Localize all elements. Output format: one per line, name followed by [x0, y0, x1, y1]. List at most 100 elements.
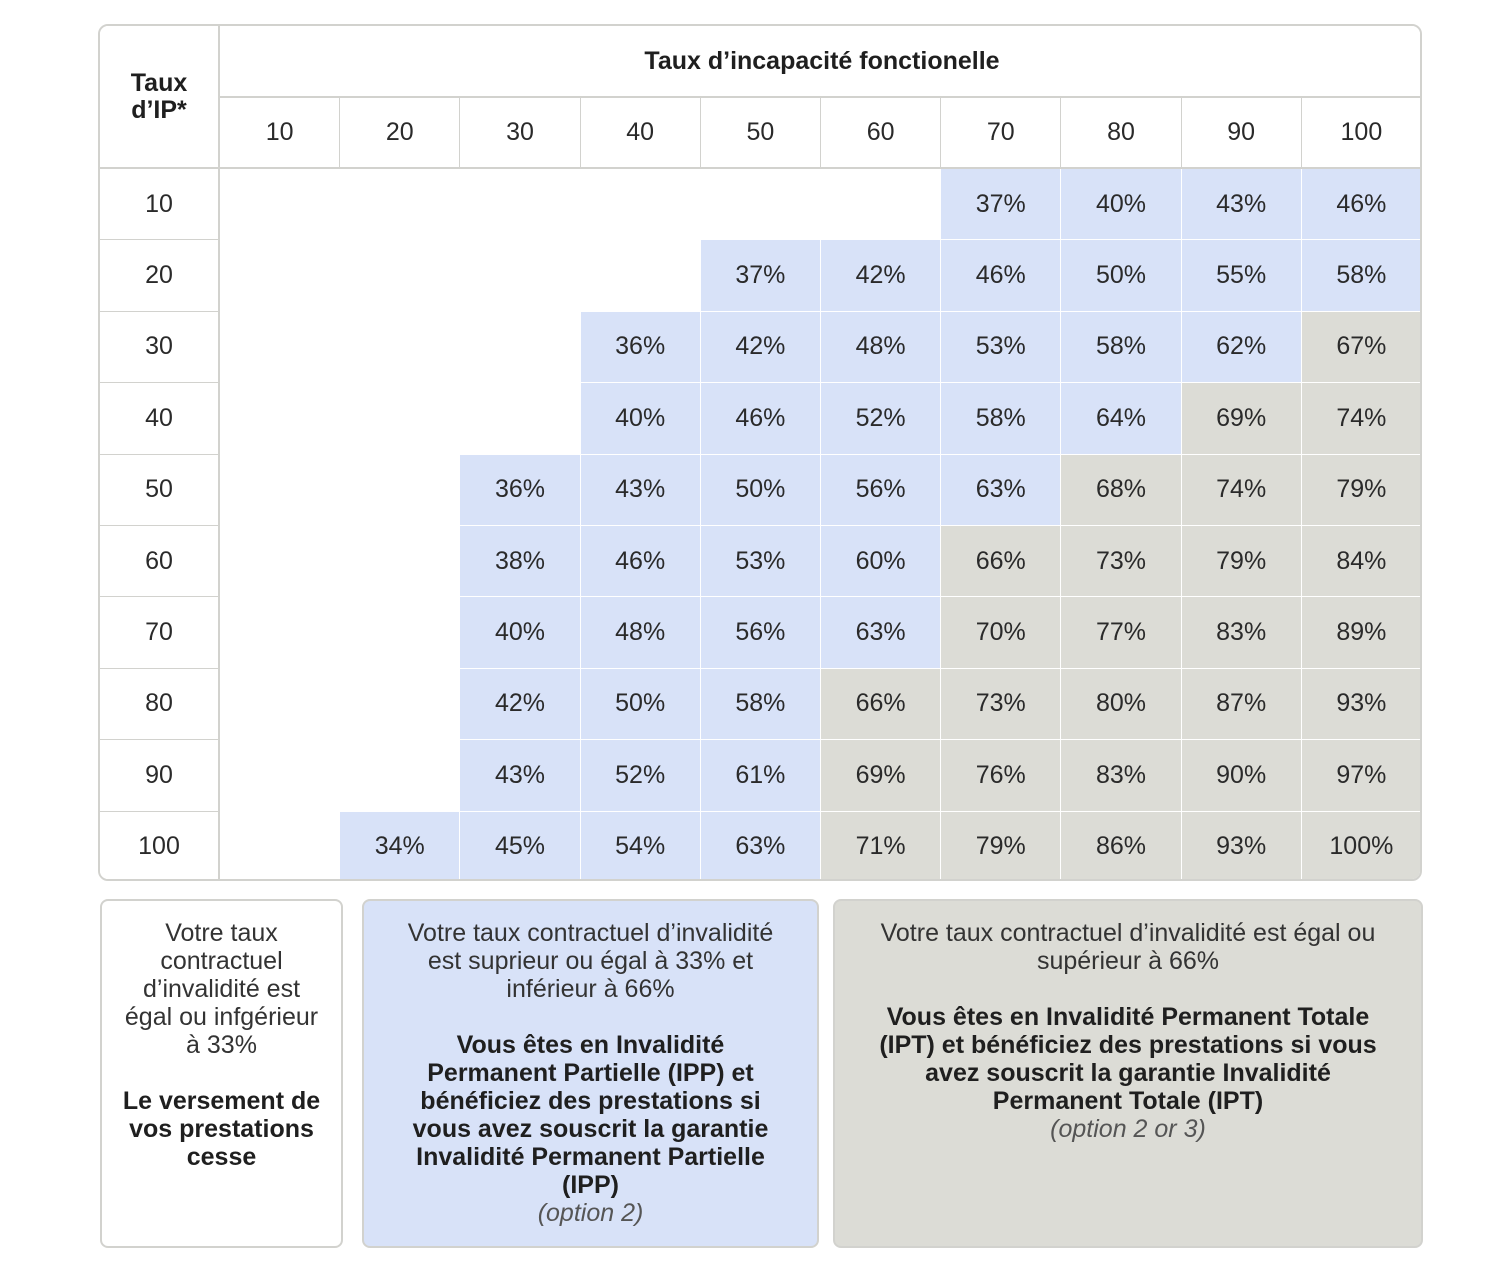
column-header: 20	[340, 98, 462, 169]
table-cell: 73%	[1061, 526, 1183, 599]
table-cell	[220, 169, 342, 242]
table-cell	[220, 668, 342, 742]
table-cell: 71%	[821, 811, 943, 879]
row-header: 50	[100, 454, 220, 527]
legend-blue-bold: Vous êtes en Invalidité Permanent Partie…	[412, 1031, 769, 1199]
table-cell: 43%	[1181, 169, 1303, 242]
table-cell	[821, 169, 943, 242]
table-cell: 40%	[460, 597, 582, 670]
row-header: 90	[100, 740, 220, 813]
table-cell: 53%	[941, 311, 1063, 385]
table-cell: 48%	[821, 311, 943, 385]
row-header: 20	[100, 240, 220, 313]
table-cell: 36%	[460, 454, 582, 527]
table-cell: 55%	[1181, 240, 1303, 313]
table-cell	[340, 169, 462, 242]
legend-grey-bold: Vous êtes en Invalidité Permanent Totale…	[879, 1003, 1377, 1115]
table-cell	[220, 811, 342, 879]
table-cell: 84%	[1301, 526, 1420, 599]
table-cell: 90%	[1181, 740, 1303, 813]
legend-grey-box: Votre taux contractuel d’invalidité est …	[833, 899, 1423, 1248]
table-cell	[340, 597, 462, 670]
table-cell: 37%	[941, 169, 1063, 242]
legend-grey-text: Votre taux contractuel d’invalidité est …	[880, 919, 1376, 975]
table-cell	[220, 740, 342, 813]
table-cell: 66%	[941, 526, 1063, 599]
table-cell: 80%	[1061, 668, 1183, 742]
table-cell	[460, 169, 582, 242]
table-cell: 86%	[1061, 811, 1183, 879]
legend-grey-option: (option 2 or 3)	[1050, 1115, 1206, 1143]
table-cell: 58%	[700, 668, 822, 742]
table-cell	[220, 383, 342, 456]
column-header: 30	[460, 98, 582, 169]
table-cell	[340, 383, 462, 456]
table-cell: 46%	[1301, 169, 1420, 242]
table-cell: 68%	[1061, 454, 1183, 527]
table-cell: 66%	[821, 668, 943, 742]
table-cell: 67%	[1301, 311, 1420, 385]
incapacity-table: Taux d’IP* Taux d’incapacité fonctionell…	[98, 24, 1422, 881]
table-cell: 58%	[1061, 311, 1183, 385]
legend-blue-option: (option 2)	[537, 1199, 644, 1227]
table-cell: 89%	[1301, 597, 1420, 670]
table-cell: 74%	[1181, 454, 1303, 527]
table-cell: 70%	[941, 597, 1063, 670]
table-cell	[220, 597, 342, 670]
table-cell: 46%	[700, 383, 822, 456]
row-header: 70	[100, 597, 220, 670]
table-cell: 93%	[1301, 668, 1420, 742]
row-header: 40	[100, 383, 220, 456]
table-cell: 83%	[1061, 740, 1183, 813]
table-title: Taux d’incapacité fonctionelle	[220, 26, 1420, 98]
legend-blue-box: Votre taux contractuel d’invalidité est …	[362, 899, 819, 1248]
table-cell: 43%	[460, 740, 582, 813]
table-cell: 100%	[1301, 811, 1420, 879]
table-cell: 48%	[580, 597, 702, 670]
table-cell: 64%	[1061, 383, 1183, 456]
table-cell: 97%	[1301, 740, 1420, 813]
table-cell: 40%	[1061, 169, 1183, 242]
table-cell	[580, 169, 702, 242]
column-header: 40	[580, 98, 702, 169]
table-cell: 62%	[1181, 311, 1303, 385]
table-cell: 36%	[580, 311, 702, 385]
table-cell: 83%	[1181, 597, 1303, 670]
table-cell: 40%	[580, 383, 702, 456]
table-cell: 56%	[821, 454, 943, 527]
table-cell	[340, 668, 462, 742]
table-cell	[700, 169, 822, 242]
table-cell: 63%	[700, 811, 822, 879]
table-cell: 79%	[941, 811, 1063, 879]
column-header: 50	[700, 98, 822, 169]
table-cell	[580, 240, 702, 313]
table-cell: 52%	[580, 740, 702, 813]
table-cell	[460, 240, 582, 313]
table-cell: 46%	[580, 526, 702, 599]
column-header: 60	[821, 98, 943, 169]
column-header: 100	[1301, 98, 1420, 169]
table-cell: 52%	[821, 383, 943, 456]
table-cell	[340, 740, 462, 813]
table-cell: 69%	[821, 740, 943, 813]
table-cell: 45%	[460, 811, 582, 879]
table-cell: 50%	[700, 454, 822, 527]
table-cell	[340, 311, 462, 385]
table-cell	[340, 240, 462, 313]
table-cell	[220, 526, 342, 599]
table-cell: 42%	[460, 668, 582, 742]
table-cell: 50%	[1061, 240, 1183, 313]
table-cell: 76%	[941, 740, 1063, 813]
table-cell	[460, 383, 582, 456]
column-header: 90	[1181, 98, 1303, 169]
table-cell: 58%	[941, 383, 1063, 456]
column-header: 70	[941, 98, 1063, 169]
table-cell: 43%	[580, 454, 702, 527]
table-cell: 93%	[1181, 811, 1303, 879]
legend-white-text: Votre taux contractuel d’invalidité est …	[124, 919, 319, 1059]
table-cell: 58%	[1301, 240, 1420, 313]
table-cell: 79%	[1181, 526, 1303, 599]
table-cell: 79%	[1301, 454, 1420, 527]
table-cell: 63%	[821, 597, 943, 670]
table-cell: 42%	[700, 311, 822, 385]
